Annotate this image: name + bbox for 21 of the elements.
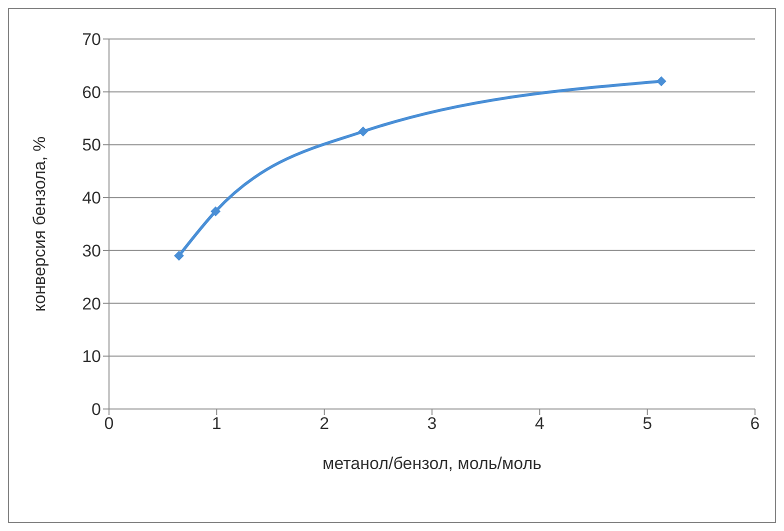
y-tick-label: 70 xyxy=(82,30,101,50)
y-tick-label: 50 xyxy=(82,136,101,155)
x-tick-label: 0 xyxy=(104,414,114,434)
y-tick-label: 20 xyxy=(82,294,101,314)
y-axis-title: конверсия бензола, % xyxy=(30,136,50,312)
x-tick-label: 5 xyxy=(642,414,652,434)
x-tick-label: 3 xyxy=(427,414,437,434)
point xyxy=(358,126,368,136)
y-tick-label: 10 xyxy=(82,347,101,366)
x-tick-label: 2 xyxy=(320,414,330,434)
point xyxy=(656,76,666,86)
y-tick-label: 60 xyxy=(82,82,101,102)
point xyxy=(210,206,221,216)
x-tick-label: 6 xyxy=(750,414,760,434)
x-tick-label: 1 xyxy=(212,414,222,434)
x-tick-label: 4 xyxy=(534,414,544,434)
y-tick-label: 0 xyxy=(92,400,101,420)
x-axis-title: метанол/бензол, моль/моль xyxy=(322,454,542,473)
y-tick-label: 30 xyxy=(82,241,101,260)
point xyxy=(174,250,184,261)
y-tick-label: 40 xyxy=(82,188,101,208)
